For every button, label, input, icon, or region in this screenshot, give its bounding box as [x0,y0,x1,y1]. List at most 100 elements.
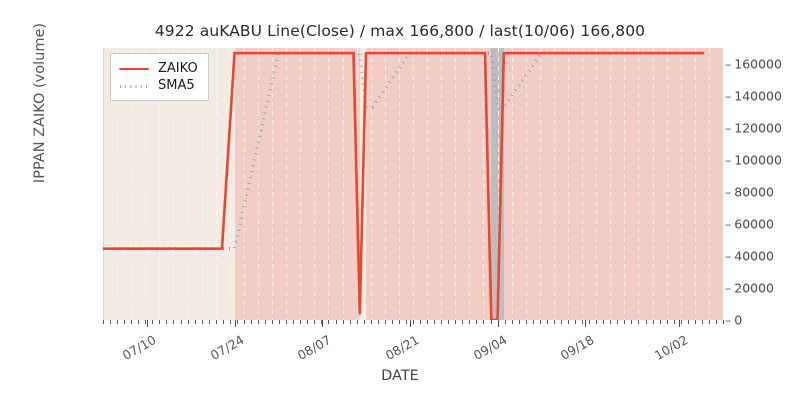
x-axis-minor-tick [694,320,696,324]
gridline-vertical [328,48,330,320]
legend-item-zaiko[interactable]: ZAIKO [119,60,198,77]
x-axis-minor-tick [272,320,274,324]
chart-title: 4922 auKABU Line(Close) / max 166,800 / … [154,22,646,40]
x-axis-minor-tick [328,320,330,324]
x-axis-minor-tick [708,320,710,324]
x-axis-minor-tick [103,320,104,324]
x-axis-minor-tick [215,320,217,324]
gridline-vertical [314,48,316,320]
gridline-vertical [610,48,612,320]
y-tick-mark: – [725,56,732,72]
y-axis-tick-label: –120000 [725,121,782,136]
y-axis-tick-label: –20000 [725,281,774,296]
x-axis-minor-tick [307,320,309,324]
x-axis-minor-tick [117,320,119,324]
y-tick-mark: – [725,88,732,104]
pink-region-1 [234,48,360,320]
x-axis-minor-tick [384,320,386,324]
x-axis-minor-tick [208,320,210,324]
chart-legend[interactable]: ZAIKO SMA5 [110,53,209,101]
x-axis-ticks: 07/10 07/24 08/07 08/21 09/04 09/18 10/02 [0,320,800,380]
y-tick-value: 80000 [734,184,775,200]
x-axis-minor-tick [560,320,562,324]
x-axis-minor-tick [314,320,316,324]
x-axis-minor-tick [229,320,231,324]
x-axis-minor-tick [250,320,252,324]
y-axis-tick-label: –160000 [725,57,782,72]
legend-label-sma5: SMA5 [158,78,195,93]
x-axis-minor-tick [645,320,647,324]
gridline-vertical [272,48,274,320]
y-tick-mark: – [725,312,732,328]
x-axis-minor-tick [659,320,661,324]
gridline-vertical [469,48,471,320]
gridline-vertical [131,48,133,320]
gridline-vertical [201,48,203,320]
x-axis-minor-tick [589,320,591,324]
gridline-vertical [680,48,682,320]
x-axis-minor-tick [610,320,612,324]
gridline-vertical [342,48,344,320]
x-axis-minor-tick [553,320,555,324]
y-tick-mark: – [725,184,732,200]
gridline-vertical [300,48,302,320]
x-axis-minor-tick [152,320,154,324]
x-axis-minor-tick [236,320,238,324]
y-tick-mark: – [725,248,732,264]
x-axis-minor-tick [462,320,464,324]
x-axis-tick-label: 09/18 [558,332,597,364]
x-axis-tick-label: 08/21 [382,332,422,364]
x-axis-minor-tick [222,320,224,324]
x-axis-minor-tick [504,320,506,324]
x-axis-tick-label: 08/07 [294,332,334,364]
plot-area [103,48,723,320]
y-tick-value: 100000 [734,152,782,168]
x-axis-minor-tick [490,320,492,324]
zaiko-series-line [103,51,705,320]
gridline-vertical [427,48,429,320]
x-axis-minor-tick [603,320,605,324]
x-axis-minor-tick [638,320,640,324]
x-axis-minor-tick [617,320,619,324]
x-axis-minor-tick [483,320,485,324]
y-axis-tick-label: –80000 [725,185,774,200]
x-axis-minor-tick [180,320,182,324]
x-axis-label: DATE [381,368,419,384]
x-axis-minor-tick [568,320,569,324]
x-axis-minor-tick [124,320,126,324]
gridline-vertical [624,48,626,320]
x-axis-minor-tick [138,320,140,324]
x-axis-minor-tick [715,320,717,324]
y-tick-value: 120000 [734,120,782,136]
x-axis-minor-tick [258,320,259,324]
y-tick-value: 60000 [734,216,775,232]
y-tick-value: 40000 [734,248,775,264]
y-axis-tick-label: –60000 [725,217,774,232]
legend-item-sma5[interactable]: SMA5 [119,77,198,94]
x-axis-minor-tick [363,320,365,324]
gridline-vertical [525,48,527,320]
gridline-vertical [511,48,513,320]
x-axis-minor-tick [194,320,196,324]
x-axis-minor-tick [159,320,161,324]
x-axis-minor-tick [145,320,147,324]
x-axis-major-tick [409,320,411,327]
gridline-vertical [159,48,161,320]
gridline-vertical [638,48,640,320]
x-axis-minor-tick [173,320,175,324]
x-axis-minor-tick [582,320,584,324]
gridline-vertical [384,48,386,320]
gridline-vertical [497,48,499,320]
gridline-vertical [370,48,372,320]
legend-swatch-sma5 [119,80,149,92]
gridline-vertical [666,48,668,320]
x-axis-minor-tick [293,320,295,324]
x-axis-major-tick [234,320,236,327]
y-tick-mark: – [725,120,732,136]
x-axis-minor-tick [539,320,541,324]
x-axis-major-tick [585,320,587,327]
x-axis-minor-tick [511,320,513,324]
y-axis-ticks: –0–20000–40000–60000–80000–100000–120000… [725,48,800,328]
x-axis-minor-tick [243,320,245,324]
